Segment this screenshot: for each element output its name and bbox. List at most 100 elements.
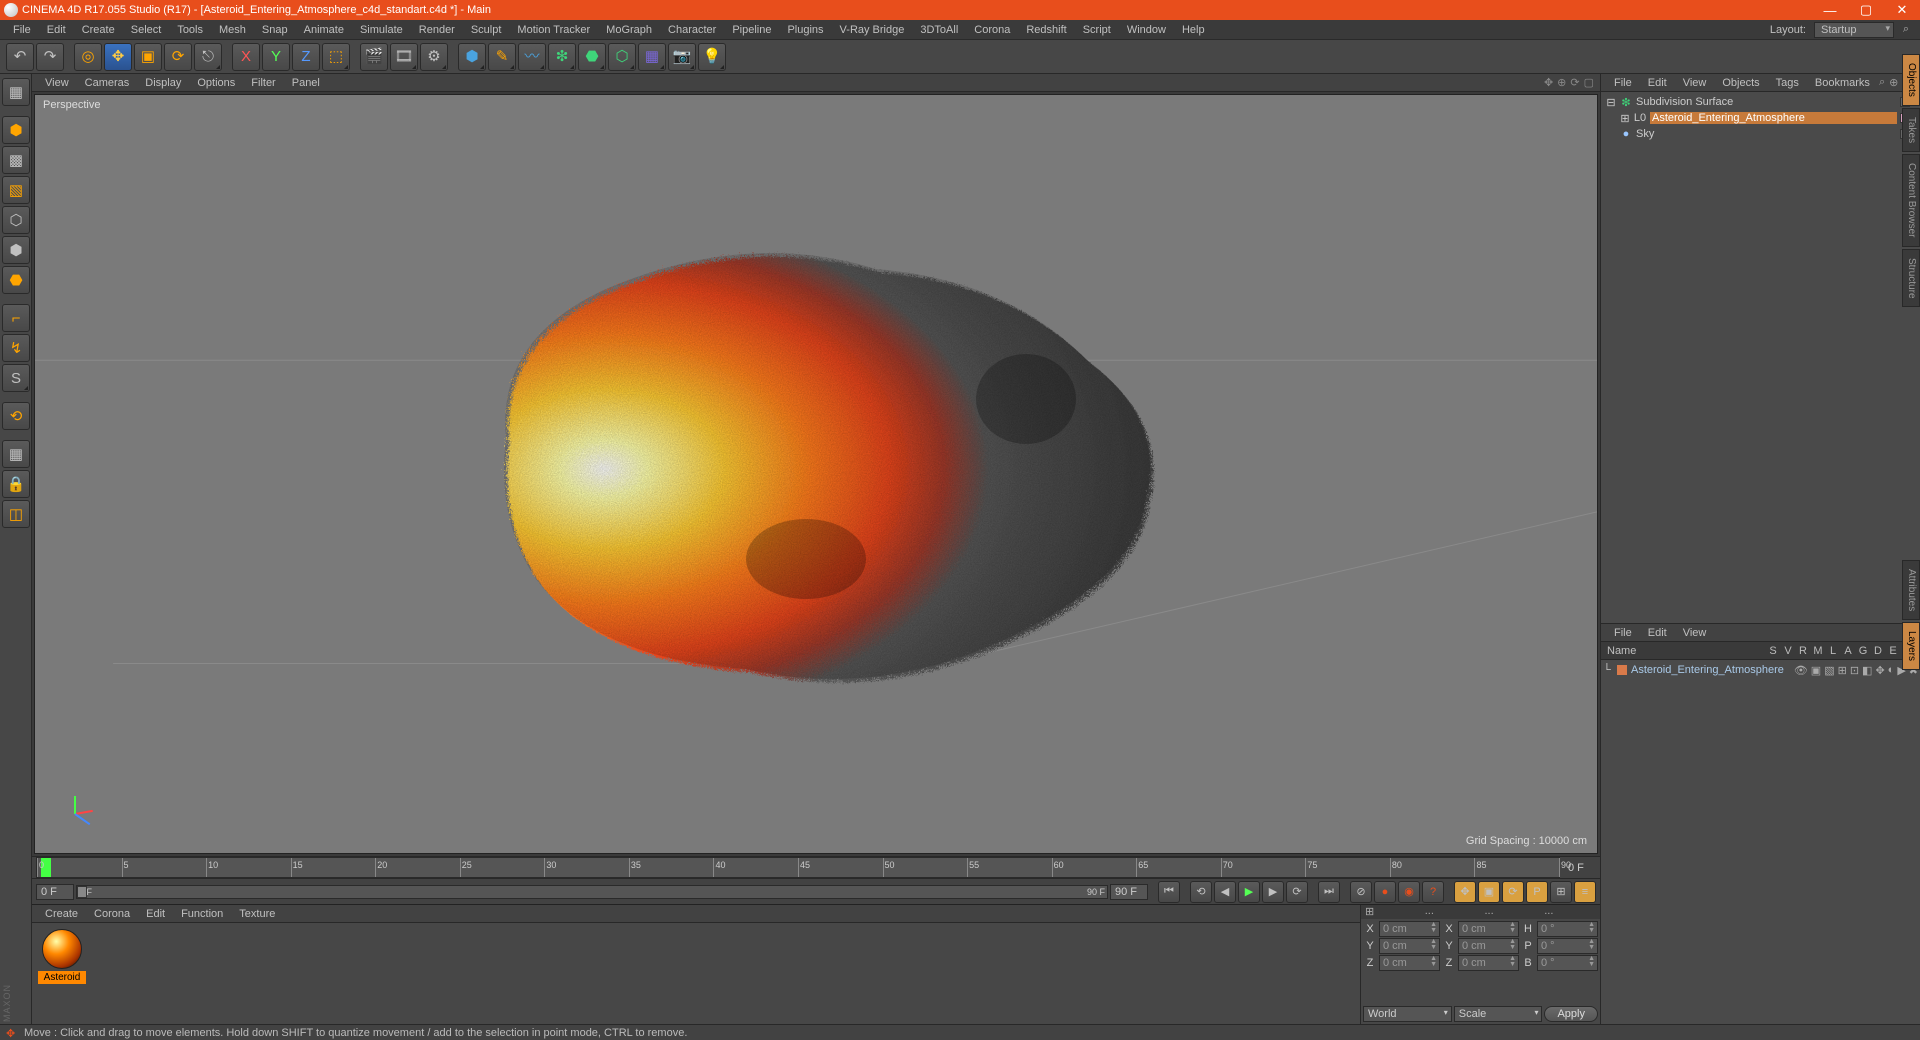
goto-start-button[interactable]: ⏮ xyxy=(1158,881,1180,903)
point-mode-button[interactable]: ⬡ xyxy=(2,206,30,234)
key-scale-button[interactable]: ▣ xyxy=(1478,881,1500,903)
soft-select-button[interactable]: ⟲ xyxy=(2,402,30,430)
recent-tool-button[interactable]: ⎋ xyxy=(194,43,222,71)
tree-label[interactable]: Sky xyxy=(1636,128,1897,140)
z-axis-button[interactable]: Z xyxy=(292,43,320,71)
undo-button[interactable]: ↶ xyxy=(6,43,34,71)
menu-v-ray-bridge[interactable]: V-Ray Bridge xyxy=(833,22,912,38)
viewmenu-panel[interactable]: Panel xyxy=(285,75,327,91)
objmenu-tags[interactable]: Tags xyxy=(1769,75,1806,91)
layer-toggle-icon[interactable]: ◧ xyxy=(1862,664,1872,677)
minimize-button[interactable]: — xyxy=(1812,0,1848,20)
coord-size-field[interactable]: 0 cm▲▼ xyxy=(1458,955,1519,971)
live-select-button[interactable]: ◎ xyxy=(74,43,102,71)
layout-dropdown[interactable]: Startup xyxy=(1814,22,1894,38)
layer-color-swatch[interactable] xyxy=(1617,665,1627,675)
dock-tab-structure[interactable]: Structure xyxy=(1902,249,1920,308)
menu-mograph[interactable]: MoGraph xyxy=(599,22,659,38)
attrmenu-edit[interactable]: Edit xyxy=(1641,625,1674,641)
subdiv-button[interactable]: ❇ xyxy=(548,43,576,71)
material-swatch[interactable]: Asteroid xyxy=(38,929,86,984)
menu-snap[interactable]: Snap xyxy=(255,22,295,38)
key-pos-button[interactable]: ✥ xyxy=(1454,881,1476,903)
coord-world-dropdown[interactable]: World xyxy=(1363,1006,1452,1022)
autokey-button[interactable]: ◉ xyxy=(1398,881,1420,903)
range-start-field[interactable]: 0 F xyxy=(36,884,74,900)
coord-size-field[interactable]: 0 cm▲▼ xyxy=(1458,921,1519,937)
viewmenu-filter[interactable]: Filter xyxy=(244,75,282,91)
coord-rot-field[interactable]: 0 °▲▼ xyxy=(1537,955,1598,971)
matmenu-corona[interactable]: Corona xyxy=(87,906,137,922)
tree-row[interactable]: ⊟❇Subdivision Surface xyxy=(1603,94,1918,110)
vp-toggle-icon[interactable]: ▢ xyxy=(1584,76,1594,89)
perspective-viewport[interactable]: Perspective xyxy=(34,94,1598,854)
menu-edit[interactable]: Edit xyxy=(40,22,73,38)
om-search-icon[interactable]: ⌕ xyxy=(1879,76,1885,89)
redo-button[interactable]: ↷ xyxy=(36,43,64,71)
objmenu-objects[interactable]: Objects xyxy=(1715,75,1766,91)
keyhelp-button[interactable]: ? xyxy=(1422,881,1444,903)
vp-rotate-icon[interactable]: ⟳ xyxy=(1570,76,1579,89)
camera-button[interactable]: 📷 xyxy=(668,43,696,71)
prev-key-button[interactable]: ⟲ xyxy=(1190,881,1212,903)
dock-tab-takes[interactable]: Takes xyxy=(1902,108,1920,152)
layer-toggle-icon[interactable]: ⊡ xyxy=(1850,664,1859,677)
menu-window[interactable]: Window xyxy=(1120,22,1173,38)
key-rot-button[interactable]: ⟳ xyxy=(1502,881,1524,903)
menu-plugins[interactable]: Plugins xyxy=(780,22,830,38)
stop-button[interactable]: ⊘ xyxy=(1350,881,1372,903)
primitive-button[interactable]: ⬢ xyxy=(458,43,486,71)
menu-mesh[interactable]: Mesh xyxy=(212,22,253,38)
model-mode-button[interactable]: ⬢ xyxy=(2,116,30,144)
xray-button[interactable]: ◫ xyxy=(2,500,30,528)
tweak-button[interactable]: ↯ xyxy=(2,334,30,362)
make-editable-button[interactable]: ▦ xyxy=(2,78,30,106)
tree-row[interactable]: ●Sky xyxy=(1603,126,1918,142)
pen-button[interactable]: ✎ xyxy=(488,43,516,71)
layer-toggle-icon[interactable]: ▧ xyxy=(1824,664,1834,677)
objmenu-file[interactable]: File xyxy=(1607,75,1639,91)
menu-pipeline[interactable]: Pipeline xyxy=(725,22,778,38)
om-plus-icon[interactable]: ⊕ xyxy=(1889,76,1898,89)
scale-tool-button[interactable]: ▣ xyxy=(134,43,162,71)
tree-expand-icon[interactable]: ⊞ xyxy=(1620,112,1630,125)
menu-file[interactable]: File xyxy=(6,22,38,38)
tree-label[interactable]: Asteroid_Entering_Atmosphere xyxy=(1650,112,1897,124)
tree-expand-icon[interactable]: ⊟ xyxy=(1606,96,1616,109)
render-settings-button[interactable]: ⚙ xyxy=(420,43,448,71)
dock-tab-content-browser[interactable]: Content Browser xyxy=(1902,154,1920,246)
layer-toggle-icon[interactable]: ✥ xyxy=(1875,664,1884,677)
render-pv-button[interactable]: 🎞 xyxy=(390,43,418,71)
goto-end-button[interactable]: ⏭ xyxy=(1318,881,1340,903)
viewport-solo-button[interactable]: ▦ xyxy=(2,440,30,468)
array-button[interactable]: ⬣ xyxy=(578,43,606,71)
workplane-button[interactable]: ▧ xyxy=(2,176,30,204)
deformer-button[interactable]: ▦ xyxy=(638,43,666,71)
play-button[interactable]: ▶ xyxy=(1238,881,1260,903)
search-icon[interactable]: ⌕ xyxy=(1898,22,1914,38)
edge-mode-button[interactable]: ⬢ xyxy=(2,236,30,264)
viewmenu-cameras[interactable]: Cameras xyxy=(78,75,137,91)
lock-button[interactable]: 🔒 xyxy=(2,470,30,498)
vp-zoom-icon[interactable]: ⊕ xyxy=(1557,76,1566,89)
move-tool-button[interactable]: ✥ xyxy=(104,43,132,71)
menu-tools[interactable]: Tools xyxy=(170,22,210,38)
menu-corona[interactable]: Corona xyxy=(967,22,1017,38)
layer-row[interactable]: └ Asteroid_Entering_Atmosphere 👁▣▧⊞⊡◧✥◐▶… xyxy=(1603,662,1918,678)
spline-button[interactable]: 〰 xyxy=(518,43,546,71)
render-view-button[interactable]: 🎬 xyxy=(360,43,388,71)
matmenu-create[interactable]: Create xyxy=(38,906,85,922)
record-button[interactable]: ● xyxy=(1374,881,1396,903)
layer-toggle-icon[interactable]: ▣ xyxy=(1811,664,1821,677)
next-key-button[interactable]: ⟳ xyxy=(1286,881,1308,903)
layer-expand-icon[interactable]: └ xyxy=(1603,664,1613,676)
attrmenu-view[interactable]: View xyxy=(1676,625,1714,641)
matmenu-function[interactable]: Function xyxy=(174,906,230,922)
key-pla-button[interactable]: ⊞ xyxy=(1550,881,1572,903)
menu-animate[interactable]: Animate xyxy=(297,22,351,38)
prev-frame-button[interactable]: ◀ xyxy=(1214,881,1236,903)
range-end-field[interactable]: 90 F xyxy=(1110,884,1148,900)
menu-create[interactable]: Create xyxy=(75,22,122,38)
menu-script[interactable]: Script xyxy=(1076,22,1118,38)
maximize-button[interactable]: ▢ xyxy=(1848,0,1884,20)
